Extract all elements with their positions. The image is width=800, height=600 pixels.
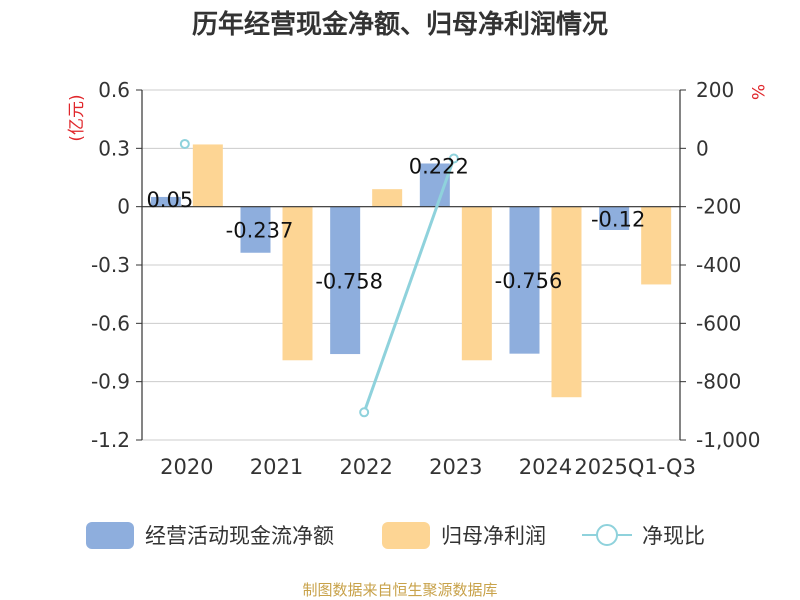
x-tick-label: 2022 bbox=[339, 455, 392, 479]
axes: 0.6 0.3 0 -0.3 -0.6 -0.9 -1.2 200 0 -200 -400 -600 -… bbox=[67, 78, 767, 479]
data-label-cash: -0.758 bbox=[315, 269, 383, 293]
left-tick-label: -0.3 bbox=[91, 253, 130, 277]
bar-cash-2025Q1-Q3 bbox=[599, 206, 630, 230]
data-label-cash: -0.756 bbox=[495, 269, 563, 293]
left-tick-label: -0.9 bbox=[91, 370, 130, 394]
data-label-cash: 0.222 bbox=[409, 155, 469, 179]
bar-profit-2023 bbox=[461, 206, 492, 361]
legend-label-cash: 经营活动现金流净额 bbox=[145, 524, 334, 548]
x-tick-label: 2025Q1-Q3 bbox=[574, 455, 696, 479]
bar-profit-2020 bbox=[192, 144, 223, 207]
ratio-line-segment bbox=[362, 158, 456, 413]
legend: 经营活动现金流净额 归母净利润 净现比 bbox=[86, 522, 705, 549]
left-tick-label: -0.6 bbox=[91, 311, 130, 335]
legend-swatch-cash bbox=[86, 522, 134, 549]
chart-title: 历年经营现金净额、归母净利润情况 bbox=[192, 9, 608, 40]
bars bbox=[150, 144, 672, 398]
gridlines bbox=[142, 89, 680, 441]
bar-profit-2024 bbox=[551, 206, 582, 398]
source-note: 制图数据来自恒生聚源数据库 bbox=[302, 581, 497, 599]
right-tick-label: -400 bbox=[696, 253, 741, 277]
legend-swatch-profit bbox=[382, 522, 430, 549]
x-tick-label: 2024 bbox=[519, 455, 572, 479]
bar-cash-2022 bbox=[330, 206, 361, 355]
data-label-cash: -0.12 bbox=[591, 207, 645, 231]
left-tick-label: 0 bbox=[117, 195, 130, 219]
right-tick-label: -600 bbox=[696, 311, 741, 335]
legend-label-ratio: 净现比 bbox=[642, 524, 705, 548]
ratio-point-2022 bbox=[359, 407, 370, 418]
bar-cash-2020 bbox=[150, 196, 181, 207]
left-tick-label: 0.6 bbox=[98, 78, 130, 102]
legend-label-profit: 归母净利润 bbox=[441, 524, 546, 548]
ratio-point-2023 bbox=[448, 153, 459, 164]
bar-profit-2021 bbox=[282, 206, 313, 361]
data-label-cash: 0.05 bbox=[146, 188, 193, 212]
left-axis-unit: (亿元) bbox=[67, 94, 87, 141]
right-tick-label: 0 bbox=[696, 136, 709, 160]
x-tick-label: 2021 bbox=[250, 455, 303, 479]
right-axis-unit: % bbox=[747, 84, 767, 100]
right-tick-label: -1,000 bbox=[696, 428, 760, 452]
right-tick-label: 200 bbox=[696, 78, 734, 102]
legend-swatch-ratio-marker bbox=[596, 524, 618, 546]
data-label-cash: -0.237 bbox=[226, 219, 294, 243]
bar-profit-2022 bbox=[372, 189, 403, 207]
bar-cash-2024 bbox=[509, 206, 540, 354]
ratio-point-2020 bbox=[179, 138, 190, 149]
x-tick-label: 2020 bbox=[160, 455, 213, 479]
left-tick-label: 0.3 bbox=[98, 136, 130, 160]
data-labels: 0.05 -0.237 -0.758 0.222 -0.756 -0.12 bbox=[146, 155, 645, 294]
left-tick-label: -1.2 bbox=[91, 428, 130, 452]
bar-cash-2021 bbox=[240, 206, 271, 253]
right-tick-label: -800 bbox=[696, 370, 741, 394]
bar-profit-2025Q1-Q3 bbox=[641, 206, 672, 285]
right-tick-label: -200 bbox=[696, 195, 741, 219]
ratio-line bbox=[179, 138, 459, 418]
x-tick-label: 2023 bbox=[429, 455, 482, 479]
